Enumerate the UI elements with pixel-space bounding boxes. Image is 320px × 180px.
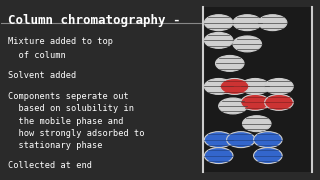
Text: how strongly adsorbed to: how strongly adsorbed to xyxy=(8,129,144,138)
Circle shape xyxy=(241,78,269,94)
Circle shape xyxy=(220,78,249,94)
Circle shape xyxy=(215,55,244,71)
Circle shape xyxy=(258,15,287,31)
Text: Mixture added to top: Mixture added to top xyxy=(8,37,113,46)
Circle shape xyxy=(243,116,271,132)
Circle shape xyxy=(265,94,293,110)
Text: of column: of column xyxy=(8,51,66,60)
Circle shape xyxy=(253,132,282,148)
Text: the mobile phase and: the mobile phase and xyxy=(8,117,123,126)
Text: stationary phase: stationary phase xyxy=(8,141,102,150)
Circle shape xyxy=(265,78,293,94)
Bar xyxy=(203,7,312,172)
Text: Solvent added: Solvent added xyxy=(8,71,76,80)
Circle shape xyxy=(253,148,282,164)
Circle shape xyxy=(219,98,247,114)
Circle shape xyxy=(227,132,255,148)
Text: Column chromatography -: Column chromatography - xyxy=(8,14,180,27)
Text: based on solubility in: based on solubility in xyxy=(8,104,134,113)
Circle shape xyxy=(241,94,269,110)
Circle shape xyxy=(204,132,233,148)
Circle shape xyxy=(233,36,261,52)
Circle shape xyxy=(204,15,233,31)
Text: Components seperate out: Components seperate out xyxy=(8,92,129,101)
Circle shape xyxy=(233,15,261,31)
Text: Collected at end: Collected at end xyxy=(8,161,92,170)
Circle shape xyxy=(204,148,233,164)
Circle shape xyxy=(204,78,233,94)
Circle shape xyxy=(204,32,233,48)
